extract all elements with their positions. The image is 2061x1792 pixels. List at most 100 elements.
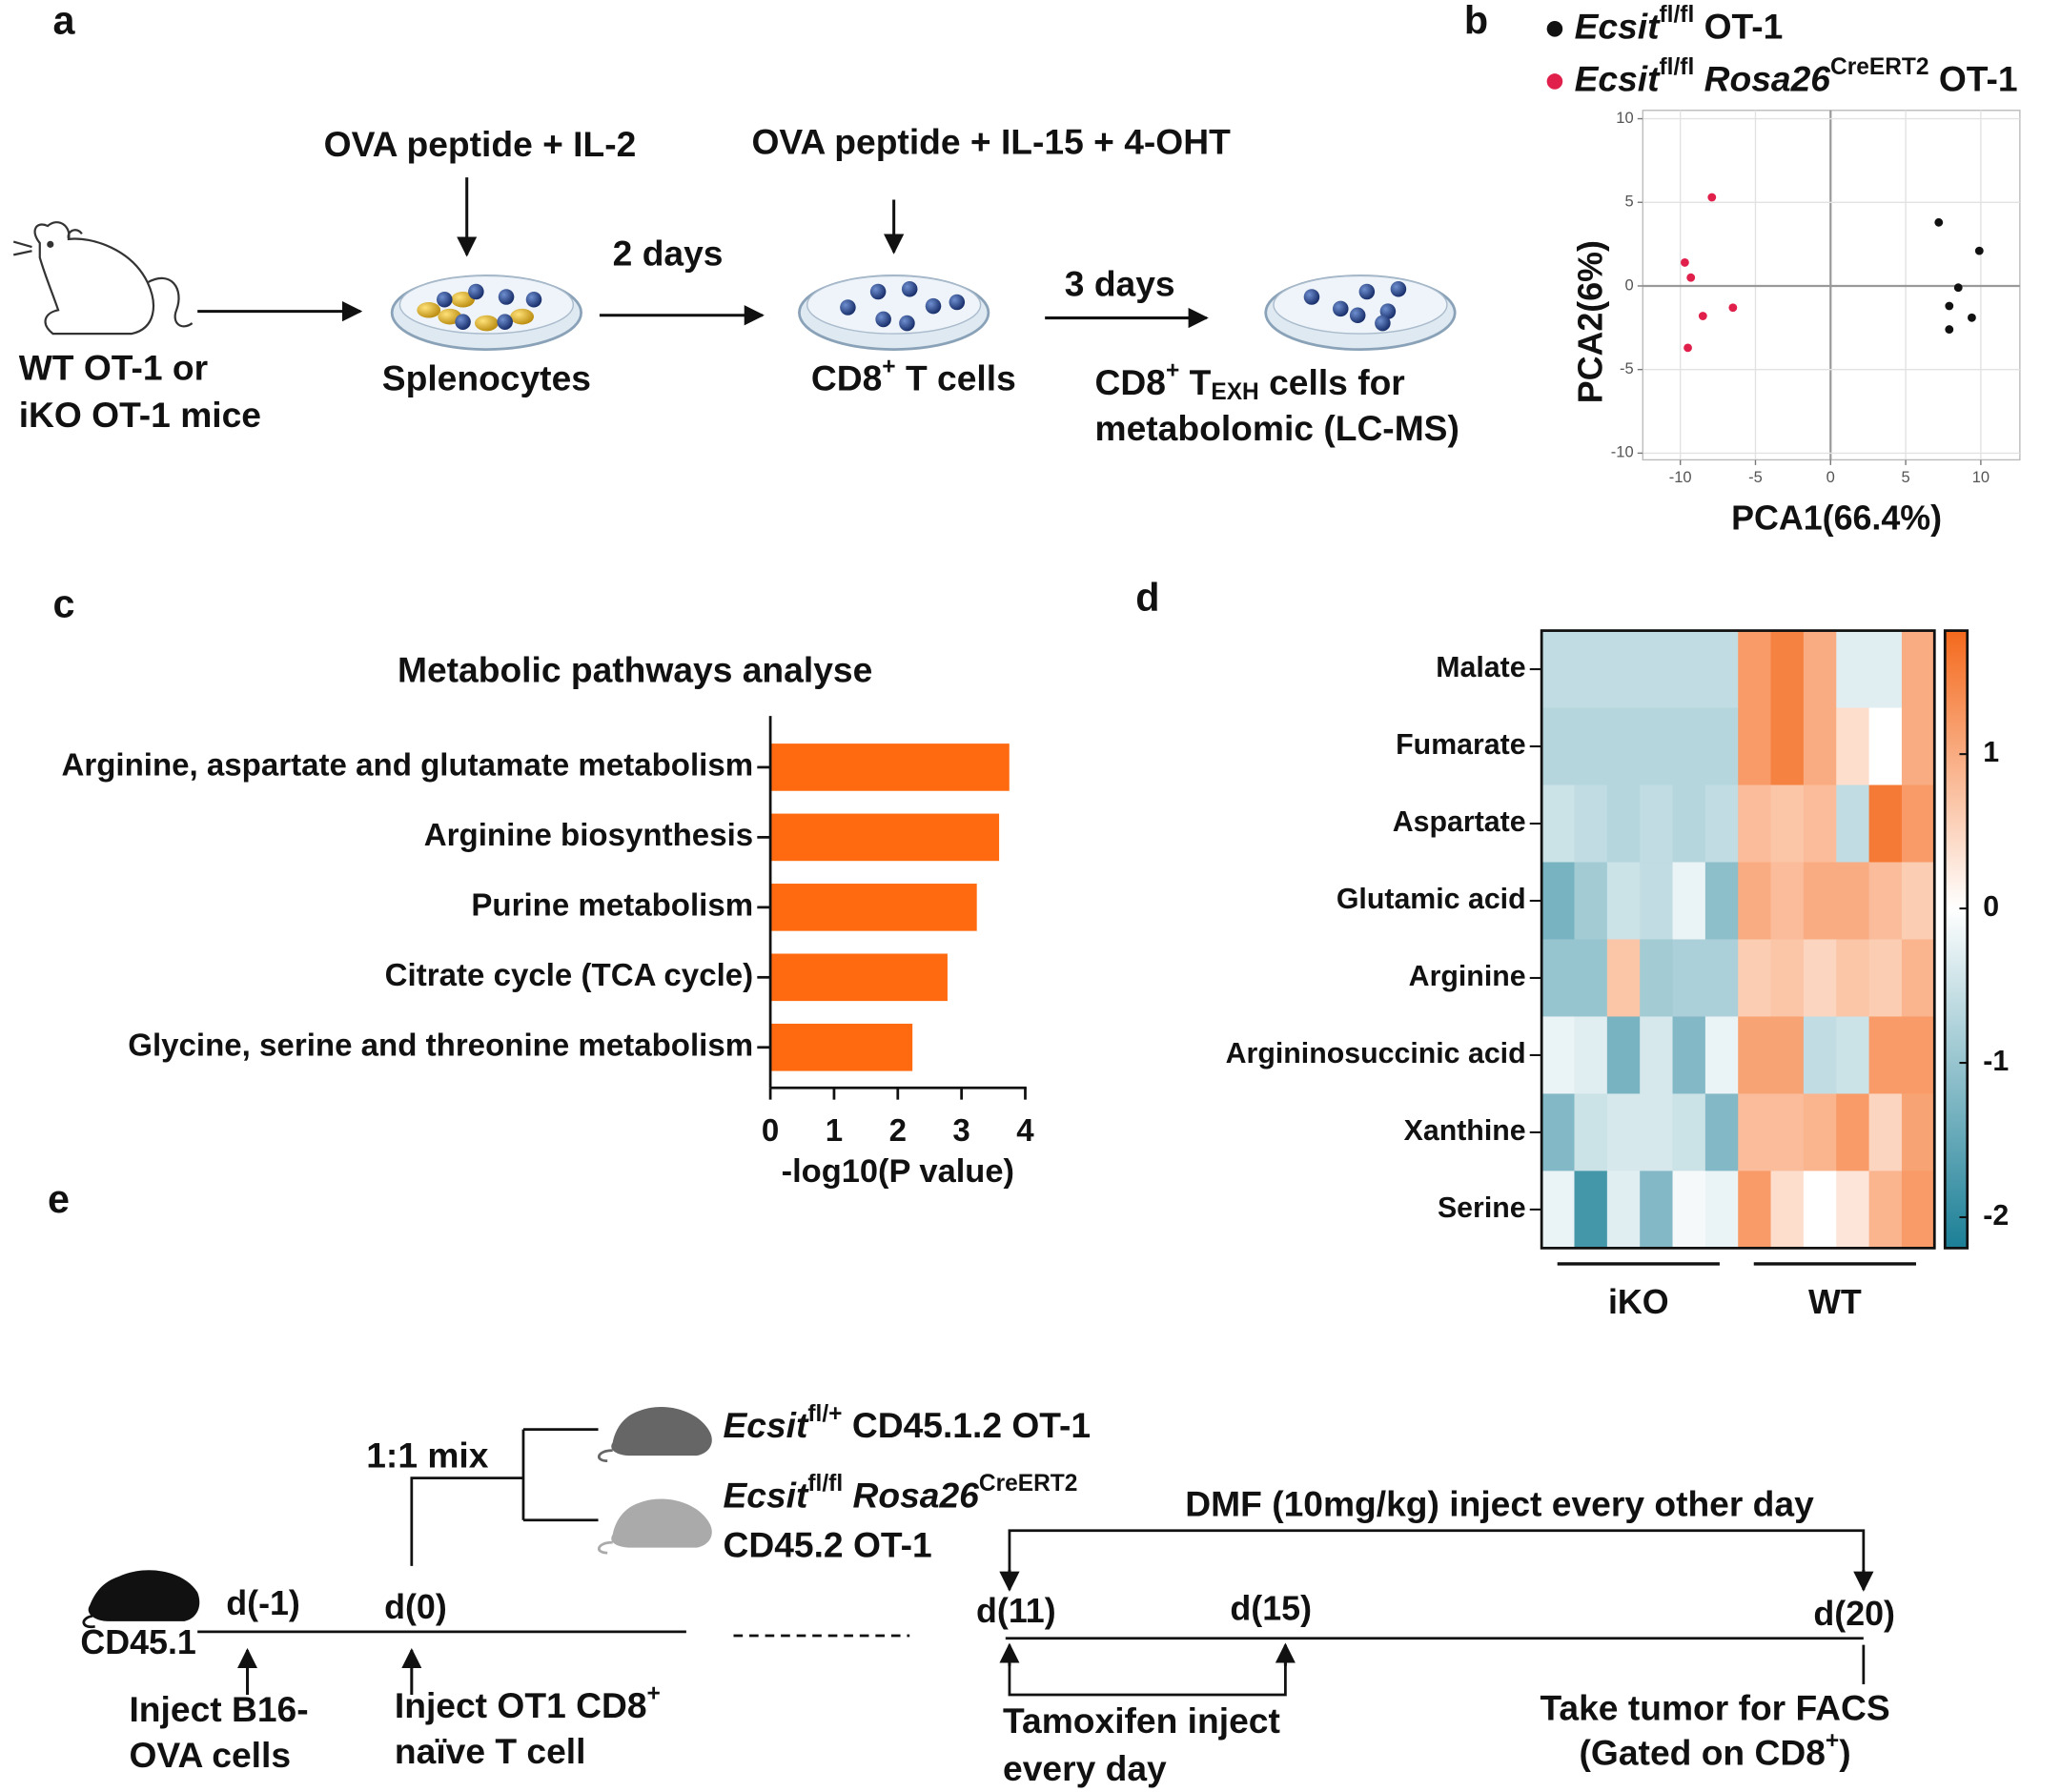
heatmap-cell xyxy=(1672,1093,1706,1172)
heatmap-cell xyxy=(1901,939,1935,1018)
heatmap-cell xyxy=(1770,939,1805,1018)
cell-label: CD8+ T cells xyxy=(811,355,1016,398)
heatmap-cell xyxy=(1640,862,1674,941)
heatmap-cell xyxy=(1738,1093,1772,1172)
panel-label: b xyxy=(1464,0,1488,43)
heatmap-cell xyxy=(1901,1016,1935,1095)
panel-label: a xyxy=(53,0,76,43)
colorbar xyxy=(1943,629,1969,1250)
y-axis-label: PCA2(6%) xyxy=(1571,240,1609,403)
text-segment: Ecsit xyxy=(1575,6,1662,46)
text-segment: OT-1 xyxy=(1929,58,2018,98)
text-segment: T xyxy=(1179,362,1211,402)
colorbar-tick-label: -1 xyxy=(1983,1046,2009,1077)
category-label: Purine metabolism xyxy=(471,888,753,924)
heatmap-cell xyxy=(1640,939,1674,1018)
legend-entry: Ecsitfl/fl Rosa26CreERT2 OT-1 xyxy=(1575,55,2018,99)
panel-label: d xyxy=(1135,576,1159,620)
heatmap-cell xyxy=(1901,1093,1935,1172)
heatmap-cell xyxy=(1868,784,1903,864)
heatmap-cell xyxy=(1868,1171,1903,1250)
text-segment: fl/fl xyxy=(1660,2,1695,28)
dish-texh xyxy=(1264,275,1457,352)
colorbar-tick-label: 1 xyxy=(1983,737,1999,768)
row-label: Xanthine xyxy=(1404,1115,1526,1147)
mouse-icon-black xyxy=(82,1570,200,1629)
text-segment: + xyxy=(882,355,895,380)
data-point xyxy=(1953,283,1963,293)
heatmap-cell xyxy=(1704,939,1739,1018)
heatmap-cell xyxy=(1738,707,1772,786)
text-segment: + xyxy=(1166,358,1179,384)
treatment-label: OVA peptide + IL-15 + 4-OHT xyxy=(751,121,1231,161)
dish-splenocytes xyxy=(390,275,582,352)
mouse-icon-gray xyxy=(598,1406,712,1555)
x-tick-label: 3 xyxy=(952,1113,969,1149)
category-label: Arginine biosynthesis xyxy=(424,818,753,853)
bar xyxy=(770,953,948,1002)
heatmap-cell xyxy=(1836,1171,1870,1250)
heatmap-cell xyxy=(1574,1016,1608,1095)
heatmap-cell xyxy=(1704,630,1739,709)
heatmap-cell xyxy=(1803,1093,1837,1172)
heatmap-cell xyxy=(1770,862,1805,941)
row-label: Arginine xyxy=(1409,961,1526,992)
heatmap-cell xyxy=(1836,784,1870,864)
x-tick-label: 5 xyxy=(1901,468,1909,486)
heatmap-cell xyxy=(1640,630,1674,709)
heatmap-cell xyxy=(1672,630,1706,709)
heatmap-cell xyxy=(1541,630,1576,709)
chart-title: Metabolic pathways analyse xyxy=(398,650,872,690)
mix-label: 1:1 mix xyxy=(366,1436,489,1476)
heatmap-cell xyxy=(1770,1171,1805,1250)
row-label: Serine xyxy=(1438,1192,1526,1224)
heatmap-cell xyxy=(1606,862,1641,941)
interval-label: 2 days xyxy=(613,234,724,274)
text-segment: ) xyxy=(1839,1732,1850,1772)
panel-label: c xyxy=(53,582,75,626)
dish-cd8 xyxy=(798,275,990,352)
step-label: every day xyxy=(1003,1748,1167,1788)
text-segment: CD45.1.2 OT-1 xyxy=(843,1405,1092,1445)
bar xyxy=(770,743,1010,791)
row-label: Glutamic acid xyxy=(1337,884,1526,915)
heatmap-cell xyxy=(1836,1093,1870,1172)
heatmap-cell xyxy=(1574,1093,1608,1172)
heatmap-cell xyxy=(1640,1093,1674,1172)
text-segment: T cells xyxy=(896,358,1016,398)
heatmap-cell xyxy=(1803,630,1837,709)
heatmap-cell xyxy=(1803,939,1837,1018)
heatmap-cell xyxy=(1574,862,1608,941)
heatmap-cell xyxy=(1640,707,1674,786)
heatmap-cell xyxy=(1738,784,1772,864)
data-point xyxy=(1698,312,1707,320)
heatmap-cell xyxy=(1704,1093,1739,1172)
category-label: Citrate cycle (TCA cycle) xyxy=(385,958,754,993)
text-segment: CreERT2 xyxy=(979,1471,1078,1497)
heatmap-cell xyxy=(1901,784,1935,864)
text-segment: CD8 xyxy=(1095,362,1166,402)
mice-label: WT OT-1 or xyxy=(19,348,208,388)
y-tick-label: -10 xyxy=(1611,443,1634,461)
step-label: naïve T cell xyxy=(395,1731,586,1771)
heatmap-cell xyxy=(1704,862,1739,941)
step-label: Inject B16- xyxy=(129,1689,308,1729)
heatmap-cell xyxy=(1606,707,1641,786)
mix-tree xyxy=(410,1428,599,1566)
heatmap-cell xyxy=(1541,1016,1576,1095)
heatmap-cell xyxy=(1868,862,1903,941)
text-segment: EXH xyxy=(1211,379,1258,405)
heatmap-cell xyxy=(1770,707,1805,786)
heatmap-cell xyxy=(1738,862,1772,941)
heatmap-cell xyxy=(1770,1093,1805,1172)
text-segment: Rosa26 xyxy=(853,1475,980,1515)
heatmap-cell xyxy=(1868,707,1903,786)
heatmap-cell xyxy=(1672,939,1706,1018)
heatmap-cell xyxy=(1868,630,1903,709)
step-label: OVA cells xyxy=(129,1735,291,1775)
mice-label: iKO OT-1 mice xyxy=(19,395,261,435)
heatmap-cell xyxy=(1704,784,1739,864)
heatmap-cell xyxy=(1606,1016,1641,1095)
panel-label: e xyxy=(48,1177,70,1221)
